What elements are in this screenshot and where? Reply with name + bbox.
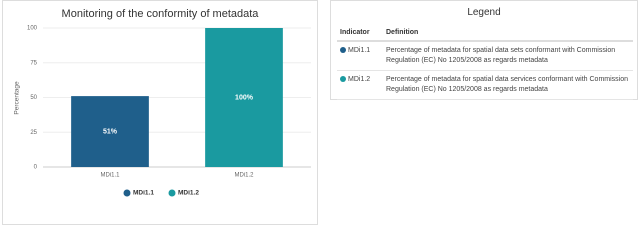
header-cell: Indicator	[337, 25, 383, 42]
data-label: 100%	[235, 94, 254, 101]
legend-title: Legend	[467, 7, 501, 18]
indicator-cell: MDi1.2	[337, 70, 383, 100]
definition-text: Percentage of metadata for spatial data …	[386, 47, 616, 64]
definition-cell: Percentage of metadata for spatial data …	[383, 41, 633, 71]
definition-cell: Percentage of metadata for spatial data …	[383, 70, 633, 100]
y-tick-label: 50	[30, 95, 37, 101]
y-tick-label: 0	[34, 165, 38, 171]
chart-title: Monitoring of the conformity of metadata	[62, 8, 260, 20]
y-axis-label: Percentage	[14, 81, 21, 115]
indicator-text: MDi1.2	[348, 76, 371, 83]
legend-label: MDi1.1	[133, 190, 154, 197]
bar	[71, 96, 149, 167]
indicator-dot	[340, 47, 346, 54]
indicator-dot	[340, 76, 346, 83]
header-cell: Definition	[383, 25, 633, 42]
legend-marker	[168, 189, 176, 197]
legend-row: MDi1.2 Percentage of metadata for spatial…	[337, 70, 633, 100]
legend-marker	[123, 189, 131, 197]
legend-table: Indicator Definition MDi1.1 Percentage of…	[337, 25, 633, 100]
x-tick-label: MDi1.1	[100, 173, 120, 179]
legend-label: MDi1.2	[178, 190, 199, 197]
y-tick-label: 75	[30, 60, 37, 66]
indicator-text: MDi1.1	[348, 47, 371, 54]
y-tick-label: 100	[27, 26, 38, 32]
legend-panel: Legend Indicator Definition MDi1.1 Percen…	[330, 0, 638, 100]
page: {"chart_data": {"type": "bar", "title": …	[0, 0, 640, 225]
indicator-cell: MDi1.1	[337, 41, 383, 71]
chart: Monitoring of the conformity of metadata…	[14, 8, 311, 197]
legend-row: MDi1.1 Percentage of metadata for spatial…	[337, 41, 633, 71]
definition-text: Percentage of metadata for spatial data …	[386, 76, 629, 93]
x-tick-label: MDi1.2	[234, 173, 254, 179]
bar	[205, 28, 283, 167]
y-tick-label: 25	[30, 130, 37, 136]
chart-panel: Monitoring of the conformity of metadata…	[2, 0, 318, 225]
data-label: 51%	[103, 128, 118, 135]
